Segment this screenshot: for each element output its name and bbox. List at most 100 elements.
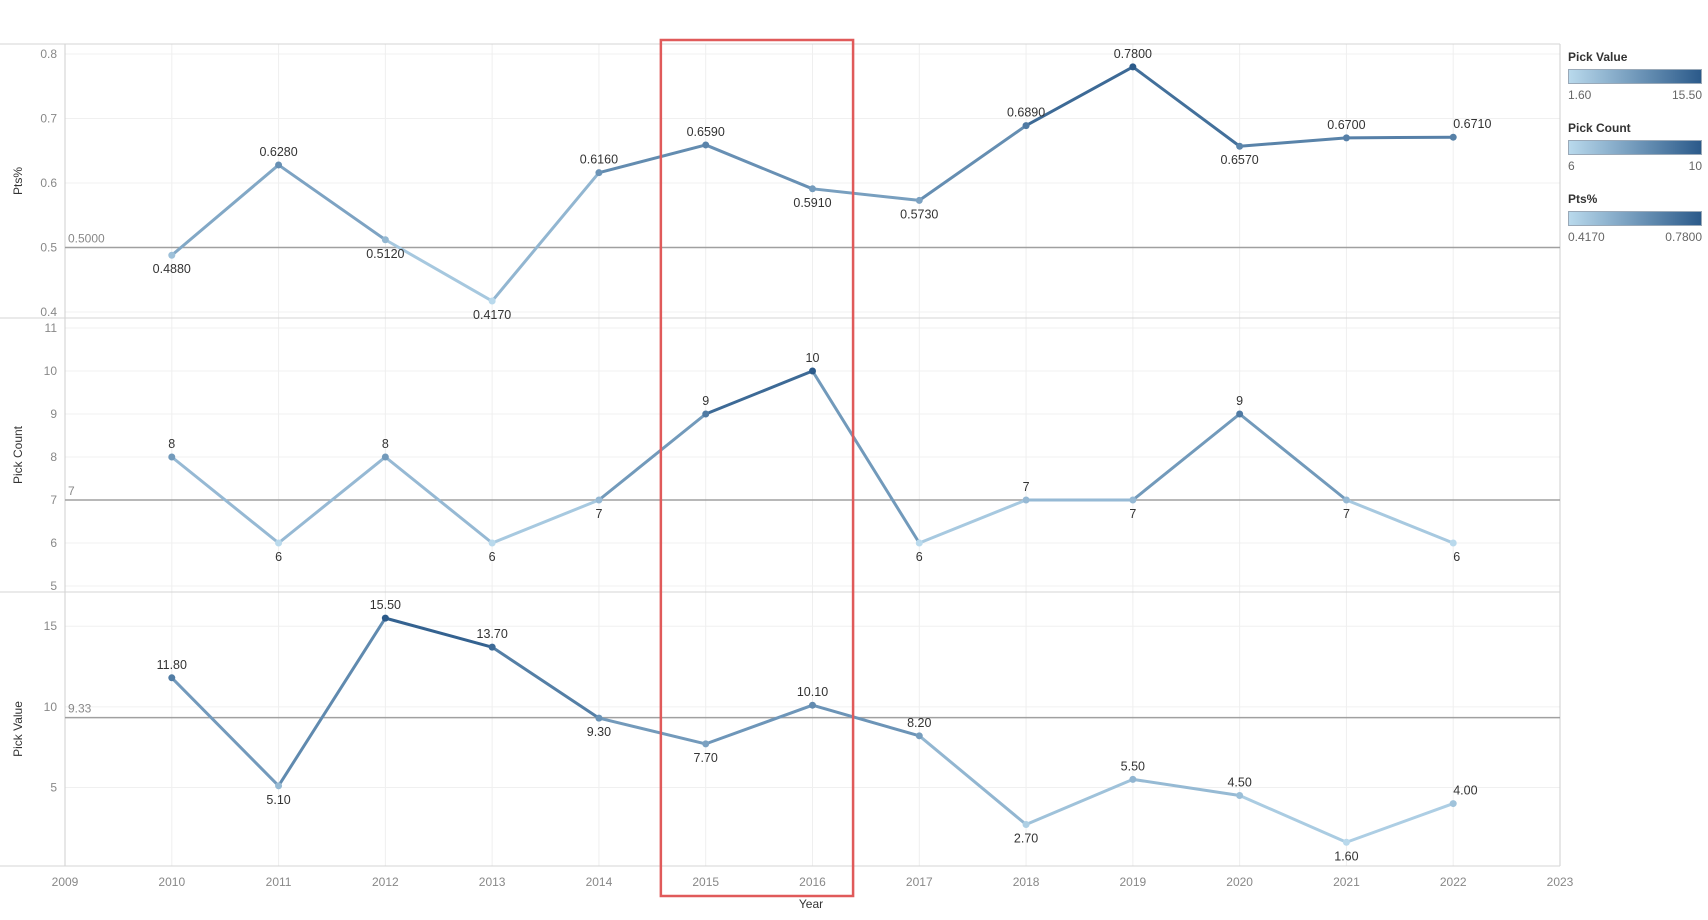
y-tick-label: 0.5: [40, 241, 57, 255]
data-label: 8: [168, 437, 175, 451]
data-point: [809, 701, 816, 709]
data-point: [915, 539, 923, 547]
x-tick-label: 2015: [692, 875, 719, 889]
series-lines: [168, 63, 1457, 846]
data-label: 4.50: [1227, 776, 1251, 790]
legend-color-ramp: [1568, 140, 1702, 155]
legend-title: Pts%: [1568, 192, 1598, 206]
x-tick-label: 2012: [372, 875, 399, 889]
legend-min: 6: [1568, 159, 1575, 173]
data-point: [275, 161, 283, 169]
series-segment: [1238, 136, 1348, 148]
series-segment: [597, 412, 708, 502]
series-segment: [490, 498, 601, 545]
data-point: [1449, 800, 1457, 808]
y-tick-label: 6: [50, 536, 57, 550]
reference-line-label: 9.33: [68, 702, 92, 716]
data-point: [915, 196, 923, 204]
x-tick-label: 2020: [1226, 875, 1253, 889]
data-label: 1.60: [1334, 849, 1358, 863]
data-point: [1022, 496, 1030, 504]
data-point: [1342, 134, 1350, 142]
legend-max: 10: [1688, 159, 1702, 173]
data-label: 0.4170: [473, 308, 511, 322]
legend-color-ramp: [1568, 211, 1702, 226]
data-point: [1129, 775, 1137, 783]
reference-lines: 0.5000 7 9.33: [65, 232, 1560, 719]
data-label: 0.6570: [1221, 153, 1259, 167]
legend-max: 0.7800: [1665, 230, 1702, 244]
data-label: 2.70: [1014, 832, 1038, 846]
series-segment: [277, 163, 387, 242]
data-label: 5.10: [266, 793, 290, 807]
data-label: 0.6710: [1453, 117, 1491, 131]
data-point: [1236, 142, 1244, 150]
legend-pick-count: Pick Count 6 10: [1568, 121, 1706, 173]
data-label: 6: [489, 550, 496, 564]
y-tick-label: 5: [50, 579, 57, 593]
x-tick-label: 2010: [158, 875, 185, 889]
x-tick-label: 2011: [266, 875, 292, 889]
series-segment: [811, 187, 921, 202]
x-tick-label: 2023: [1547, 875, 1574, 889]
data-point: [809, 367, 816, 375]
series-segment: [1131, 777, 1242, 797]
data-point: [381, 453, 389, 461]
data-label: 0.6280: [259, 145, 297, 159]
data-point: [1236, 410, 1244, 418]
data-point: [381, 614, 389, 622]
data-label: 11.80: [157, 658, 187, 672]
legend-title: Pick Value: [1568, 50, 1628, 64]
x-tick-label: 2021: [1333, 875, 1360, 889]
series-segment: [1344, 802, 1455, 844]
series-segment: [277, 616, 387, 788]
y-tick-label: 0.8: [40, 47, 57, 61]
series-segment: [597, 143, 708, 175]
data-point: [168, 674, 176, 682]
series-segment: [1024, 65, 1135, 128]
data-point: [1236, 792, 1244, 799]
highlight-rectangle: [659, 38, 855, 898]
legend-title: Pick Count: [1568, 121, 1631, 135]
y-tick-label: 11: [45, 321, 58, 335]
series-segment: [704, 143, 814, 191]
y-tick-label: 0.6: [40, 176, 57, 190]
data-labels: 0.4880 0.6280 0.5120 0.4170 0.6160 0.6590 0.59…: [153, 47, 1492, 863]
panel-frames: [0, 43, 1561, 867]
y-tick-label: 7: [50, 493, 57, 507]
y-tick-label: 15: [44, 619, 58, 633]
data-point: [595, 714, 603, 722]
data-label: 0.7800: [1114, 47, 1152, 61]
series-segment: [917, 124, 1028, 202]
series-segment: [597, 716, 708, 746]
data-label: 10.10: [797, 685, 828, 699]
y-axis-title: Pick Count: [11, 425, 25, 484]
data-point: [488, 539, 496, 547]
data-label: 0.6160: [580, 153, 618, 167]
data-label: 7.70: [694, 751, 718, 765]
data-label: 0.6590: [687, 125, 725, 139]
data-point: [595, 496, 603, 504]
data-point: [702, 141, 710, 149]
data-label: 0.5730: [900, 207, 938, 221]
series-segment: [277, 455, 387, 545]
series-segment: [1131, 412, 1242, 502]
data-label: 0.5910: [793, 196, 831, 210]
x-tick-label: 2016: [799, 875, 826, 889]
series-segment: [1024, 777, 1135, 827]
series-segment: [811, 703, 921, 738]
data-point: [488, 643, 496, 651]
series-segment: [917, 734, 1028, 827]
data-point: [1342, 496, 1350, 504]
data-label: 8: [382, 437, 389, 451]
legend-pick-value: Pick Value 1.60 15.50: [1568, 50, 1706, 102]
data-point: [1449, 133, 1457, 141]
data-label: 6: [916, 550, 923, 564]
data-point: [1342, 838, 1350, 846]
x-tick-label: 2017: [906, 875, 933, 889]
legend-max: 15.50: [1671, 88, 1702, 102]
legend-min: 0.4170: [1568, 230, 1605, 244]
data-point: [168, 251, 176, 259]
data-label: 15.50: [370, 598, 401, 612]
